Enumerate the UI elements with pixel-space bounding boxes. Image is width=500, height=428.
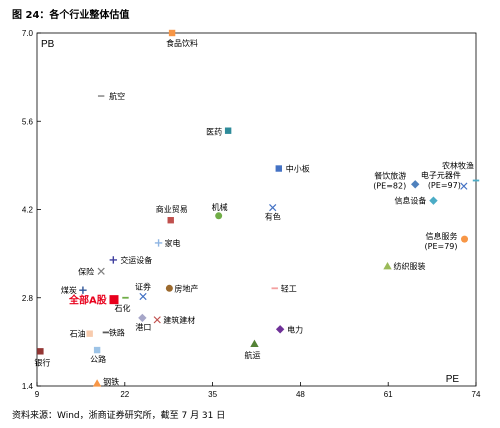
x-tick-label: 35 (208, 390, 217, 399)
point-label-26: 餐饮旅游(PE=82) (373, 170, 406, 190)
point-label-16: 建筑建材 (163, 315, 195, 325)
point-label-28: 电子元器件(PE=97) (421, 170, 461, 190)
point-8 (109, 256, 118, 264)
point-label-5: 机械 (212, 202, 228, 212)
point-label-10: 煤炭 (61, 285, 77, 295)
point-21 (250, 339, 259, 347)
point-label-27: 信息设备 (394, 196, 426, 206)
point-16 (153, 316, 161, 324)
point-9 (97, 267, 105, 275)
y-tick-label: 4.2 (22, 206, 34, 215)
point-label-21: 航运 (244, 350, 260, 360)
point-26 (411, 180, 420, 189)
point-label-11: 全部A股 (68, 294, 108, 307)
point-label-4: 商业贸易 (156, 204, 188, 214)
point-22 (93, 346, 101, 354)
point-label-19: 铁路 (109, 327, 125, 337)
x-tick-label: 61 (384, 390, 393, 399)
point-label-23: 银行 (34, 357, 50, 367)
point-27 (429, 196, 438, 205)
point-label-30: 信息服务(PE=79) (425, 231, 458, 251)
point-0 (168, 29, 176, 37)
point-17 (138, 313, 147, 323)
point-label-25: 纺织服装 (394, 261, 426, 271)
y-tick-label: 7.0 (22, 29, 34, 38)
point-30 (461, 235, 469, 243)
x-tick-label: 22 (120, 390, 129, 399)
source-note: 资料来源：Wind，浙商证券研究所，截至 7 月 31 日 (12, 411, 226, 421)
point-4 (167, 217, 174, 224)
x-tick-label: 48 (296, 390, 305, 399)
point-25 (383, 262, 392, 270)
point-label-0: 食品饮料 (166, 38, 198, 48)
point-10 (79, 286, 87, 294)
point-label-17: 港口 (135, 322, 151, 332)
point-label-12: 石化 (114, 303, 130, 313)
point-3 (275, 165, 282, 172)
x-tick-label: 74 (472, 390, 481, 399)
point-18 (86, 330, 93, 337)
point-label-24: 钢铁 (103, 376, 119, 386)
figure-title: 图 24：各个行业整体估值 (12, 10, 130, 21)
point-label-29: 农林牧渔 (442, 161, 474, 171)
point-label-14: 房地产 (174, 283, 198, 293)
point-label-2: 医药 (206, 127, 222, 137)
point-6 (269, 203, 277, 212)
y-tick-label: 2.8 (22, 294, 34, 303)
point-7 (154, 239, 163, 247)
point-label-15: 轻工 (281, 283, 297, 293)
point-13 (139, 292, 147, 301)
y-tick-label: 1.4 (22, 382, 34, 391)
point-14 (165, 284, 173, 292)
point-label-18: 石油 (70, 329, 86, 339)
point-label-6: 有色 (265, 212, 281, 222)
point-24 (92, 379, 102, 387)
point-label-20: 电力 (287, 324, 303, 334)
point-11 (109, 295, 119, 305)
x-tick-label: 9 (35, 390, 40, 399)
point-label-9: 保险 (78, 266, 94, 276)
y-tick-label: 5.6 (22, 117, 34, 126)
y-axis-title: PB (41, 39, 55, 50)
point-label-22: 公路 (90, 354, 106, 364)
point-label-7: 家电 (165, 238, 181, 248)
point-label-13: 证券 (135, 281, 151, 291)
point-5 (215, 212, 223, 220)
point-label-1: 航空 (109, 91, 125, 101)
point-28 (460, 182, 468, 190)
point-2 (224, 127, 232, 134)
point-23 (37, 348, 44, 355)
point-label-8: 交运设备 (120, 255, 152, 265)
point-label-3: 中小板 (286, 164, 310, 174)
point-20 (275, 325, 285, 334)
x-axis-title: PE (446, 374, 460, 385)
